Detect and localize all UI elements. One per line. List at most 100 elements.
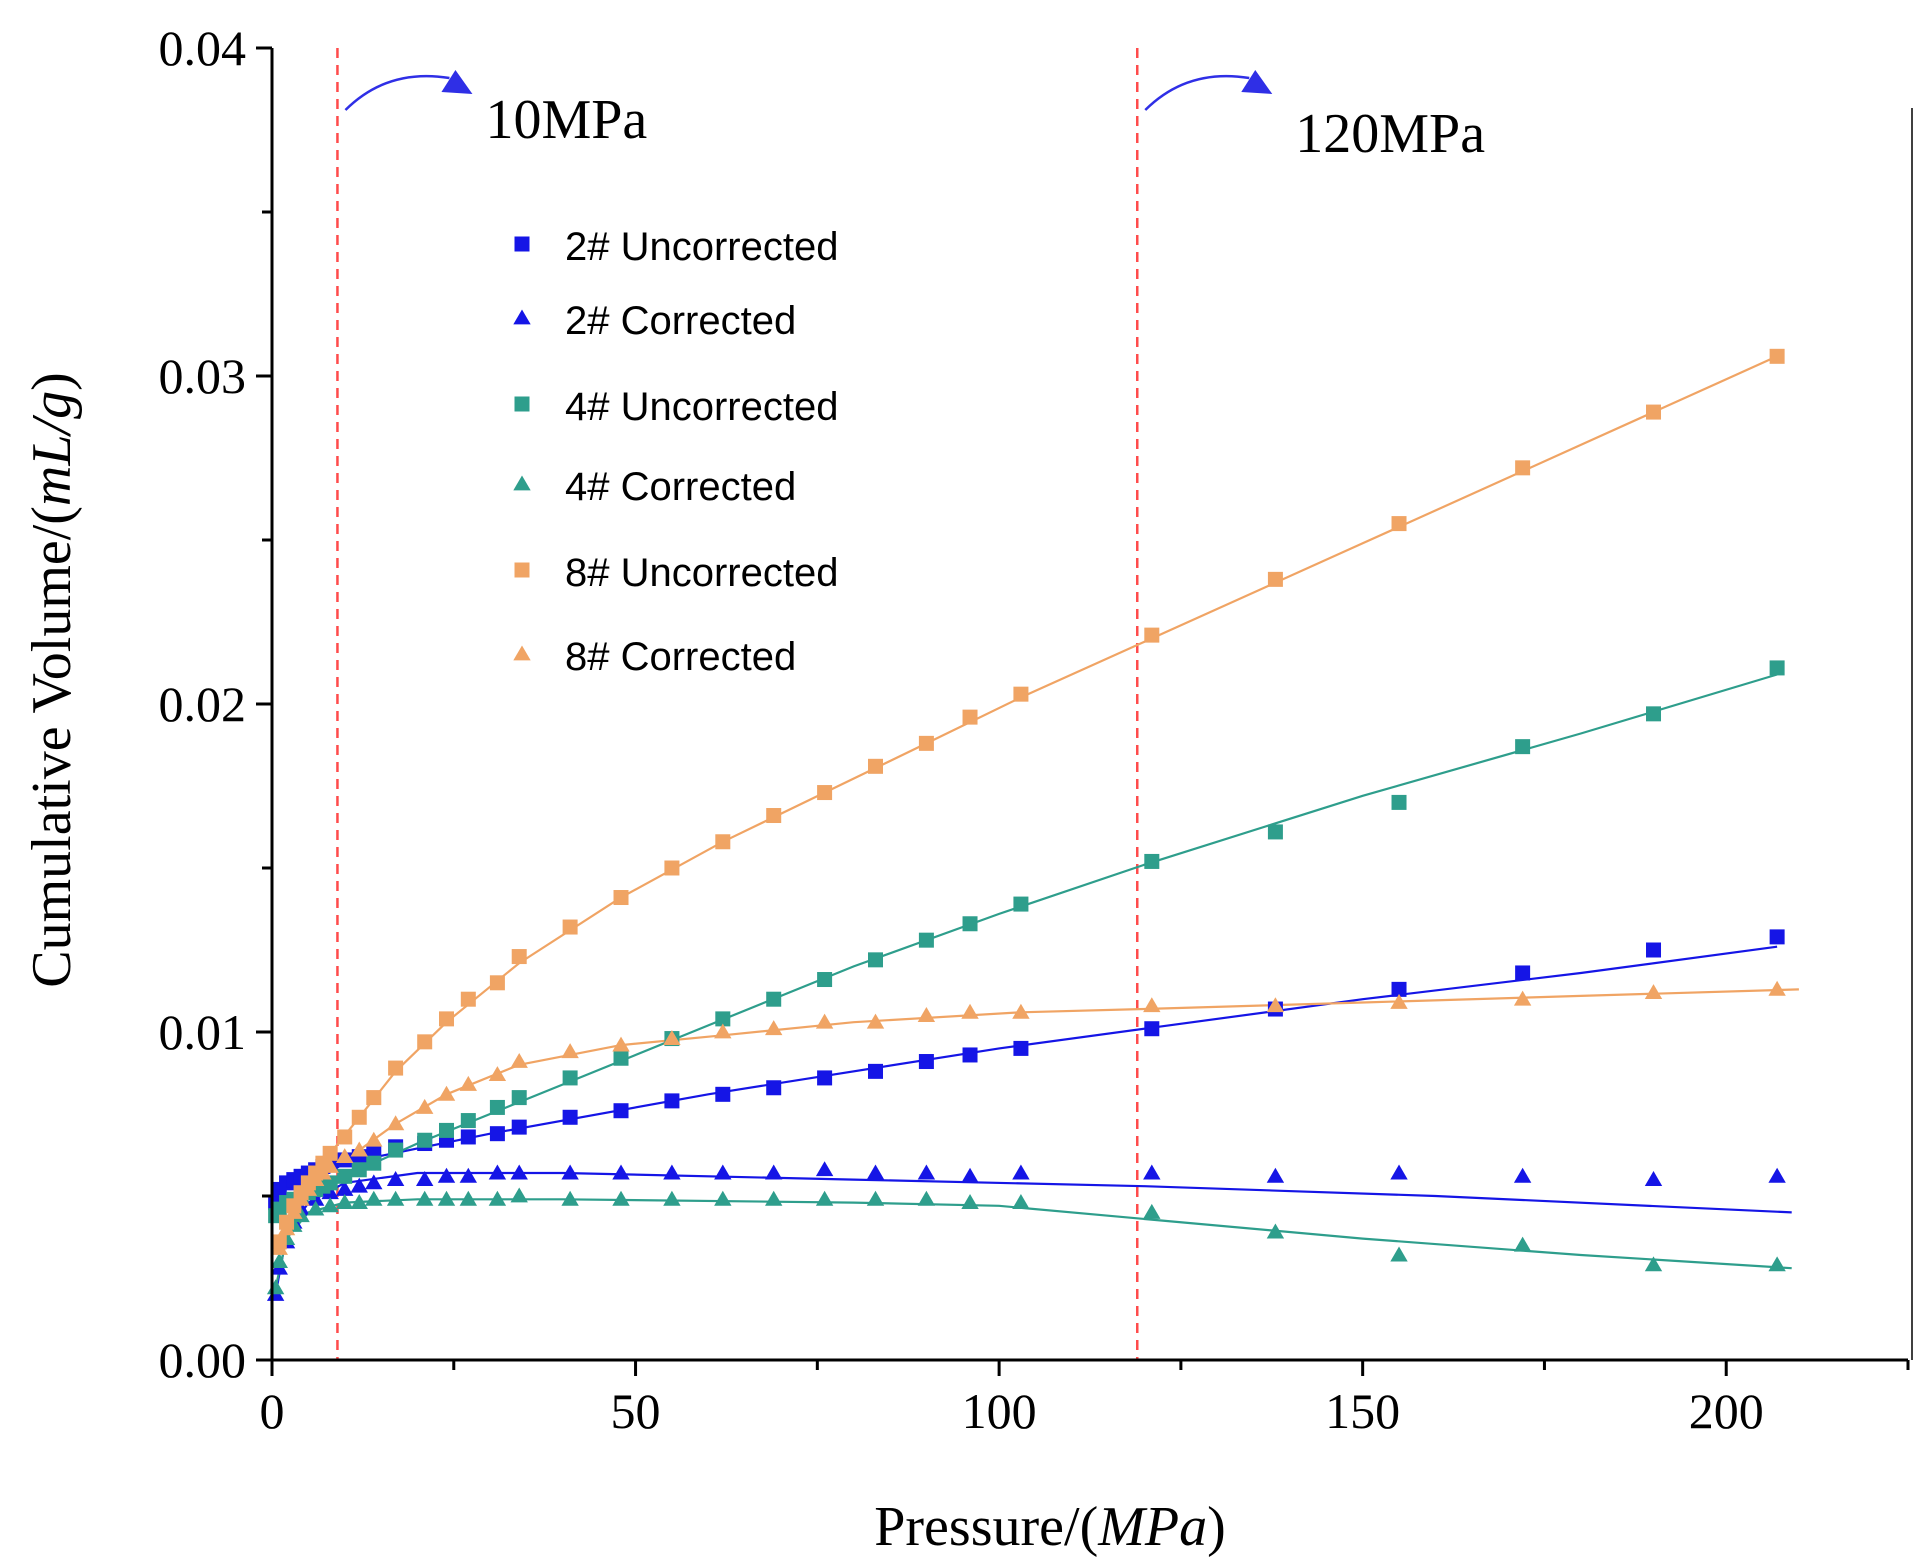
data-point-triangle <box>510 1164 528 1180</box>
data-point-triangle <box>815 1013 834 1029</box>
data-point-square <box>366 1090 382 1106</box>
data-point-square <box>1144 1021 1160 1037</box>
data-point-square <box>613 1050 629 1066</box>
curved-arrow-icon <box>344 74 450 111</box>
data-point-square <box>1769 348 1785 364</box>
data-point-square <box>514 396 530 412</box>
data-point-triangle <box>663 1164 681 1180</box>
arrowhead-icon <box>1241 70 1273 94</box>
data-point-triangle <box>1513 990 1532 1006</box>
data-point-square <box>514 236 530 252</box>
data-point-triangle <box>917 1007 936 1023</box>
data-point-triangle <box>815 1190 834 1206</box>
data-point-triangle <box>1513 1167 1532 1183</box>
data-point-square <box>918 932 934 948</box>
data-point-triangle <box>663 1030 681 1045</box>
data-point-triangle <box>350 1194 368 1209</box>
data-point-triangle <box>336 1148 354 1164</box>
data-point-triangle <box>1390 1246 1408 1262</box>
data-point-triangle <box>437 1190 456 1206</box>
data-point-square <box>613 1103 629 1119</box>
data-point-square <box>1646 404 1662 420</box>
data-point-triangle <box>714 1023 732 1039</box>
data-point-square <box>1515 460 1531 476</box>
data-point-triangle <box>1143 1203 1161 1219</box>
data-point-square <box>366 1155 382 1171</box>
data-point-square <box>1769 929 1785 945</box>
data-point-square <box>489 1099 505 1115</box>
data-point-triangle <box>386 1115 405 1131</box>
data-point-square <box>817 1070 833 1086</box>
data-point-square <box>1144 627 1160 643</box>
data-point-triangle <box>1012 1164 1030 1180</box>
data-point-triangle <box>459 1075 478 1091</box>
data-point-triangle <box>336 1180 354 1196</box>
data-point-square <box>514 562 530 578</box>
data-point-triangle <box>714 1164 732 1180</box>
data-point-square <box>1391 516 1407 532</box>
x-tick-label: 50 <box>611 1383 661 1439</box>
data-point-triangle <box>459 1190 478 1206</box>
data-point-triangle <box>1266 1223 1285 1239</box>
data-point-square <box>322 1145 338 1161</box>
data-point-square <box>918 1054 934 1070</box>
data-markers <box>266 348 1786 1301</box>
data-point-square <box>1515 739 1531 755</box>
legend-label: 2# Uncorrected <box>565 225 838 269</box>
data-point-triangle <box>1768 1256 1786 1272</box>
data-point-triangle <box>765 1190 783 1206</box>
data-point-square <box>715 1011 731 1027</box>
data-point-triangle <box>285 1203 303 1219</box>
data-point-square <box>1144 853 1160 869</box>
data-point-triangle <box>488 1164 507 1180</box>
data-point-triangle <box>365 1131 383 1147</box>
data-point-square <box>351 1109 367 1125</box>
data-point-square <box>417 1132 433 1148</box>
data-point-triangle <box>510 1187 528 1203</box>
data-point-square <box>417 1034 433 1050</box>
data-point-triangle <box>866 1013 885 1029</box>
legend-label: 4# Corrected <box>565 465 796 509</box>
data-point-triangle <box>961 1194 979 1209</box>
data-point-square <box>1391 794 1407 810</box>
data-point-triangle <box>365 1174 383 1190</box>
data-point-square <box>868 1063 884 1079</box>
data-point-square <box>489 975 505 991</box>
data-point-triangle <box>270 1239 288 1255</box>
data-point-triangle <box>765 1164 783 1180</box>
data-point-triangle <box>513 475 531 491</box>
legend-label: 8# Corrected <box>565 635 796 679</box>
y-tick-label: 0.01 <box>159 1004 247 1060</box>
data-point-triangle <box>488 1066 507 1082</box>
data-point-triangle <box>561 1164 579 1180</box>
y-tick-label: 0.02 <box>159 676 247 732</box>
data-point-square <box>962 916 978 932</box>
data-point-triangle <box>513 645 531 661</box>
data-point-square <box>613 890 629 906</box>
data-point-triangle <box>437 1167 456 1183</box>
data-point-square <box>337 1129 353 1145</box>
data-point-triangle <box>513 309 531 325</box>
annotations: 10MPa 120MPa <box>344 70 1485 165</box>
data-point-square <box>351 1162 367 1178</box>
data-point-square <box>489 1126 505 1142</box>
data-point-square <box>1646 706 1662 722</box>
data-point-square <box>439 1011 455 1027</box>
data-point-triangle <box>350 1177 368 1193</box>
data-point-triangle <box>1143 1164 1161 1180</box>
data-point-square <box>664 860 680 876</box>
data-point-triangle <box>866 1190 885 1206</box>
x-tick-label: 150 <box>1325 1383 1400 1439</box>
data-point-triangle <box>765 1020 783 1036</box>
data-point-triangle <box>561 1043 579 1059</box>
data-point-square <box>766 808 782 824</box>
data-point-square <box>562 1109 578 1125</box>
data-point-triangle <box>1513 1236 1532 1252</box>
data-point-triangle <box>321 1197 339 1213</box>
data-point-square <box>817 972 833 988</box>
x-tick-label: 200 <box>1689 1383 1764 1439</box>
data-point-triangle <box>612 1164 630 1180</box>
data-point-triangle <box>350 1141 368 1157</box>
